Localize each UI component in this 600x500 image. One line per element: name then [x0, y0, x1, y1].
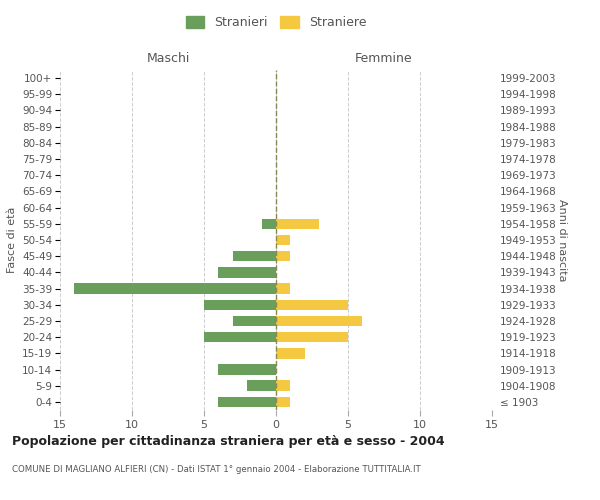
Bar — [218, 364, 276, 375]
Bar — [74, 284, 276, 294]
Y-axis label: Fasce di età: Fasce di età — [7, 207, 17, 273]
Bar — [218, 396, 276, 407]
Bar — [276, 380, 290, 391]
Bar — [204, 332, 276, 342]
Bar — [276, 251, 290, 262]
Bar — [276, 284, 290, 294]
Y-axis label: Anni di nascita: Anni di nascita — [557, 198, 568, 281]
Bar — [276, 300, 348, 310]
Text: Femmine: Femmine — [355, 52, 413, 65]
Text: COMUNE DI MAGLIANO ALFIERI (CN) - Dati ISTAT 1° gennaio 2004 - Elaborazione TUTT: COMUNE DI MAGLIANO ALFIERI (CN) - Dati I… — [12, 465, 421, 474]
Bar — [262, 218, 276, 229]
Text: Popolazione per cittadinanza straniera per età e sesso - 2004: Popolazione per cittadinanza straniera p… — [12, 435, 445, 448]
Bar — [218, 267, 276, 278]
Legend: Stranieri, Straniere: Stranieri, Straniere — [181, 11, 371, 34]
Bar — [276, 234, 290, 246]
Bar — [276, 218, 319, 229]
Bar — [247, 380, 276, 391]
Bar — [276, 316, 362, 326]
Bar — [276, 332, 348, 342]
Bar — [204, 300, 276, 310]
Bar — [276, 396, 290, 407]
Bar — [276, 348, 305, 358]
Bar — [233, 316, 276, 326]
Bar — [233, 251, 276, 262]
Text: Maschi: Maschi — [146, 52, 190, 65]
